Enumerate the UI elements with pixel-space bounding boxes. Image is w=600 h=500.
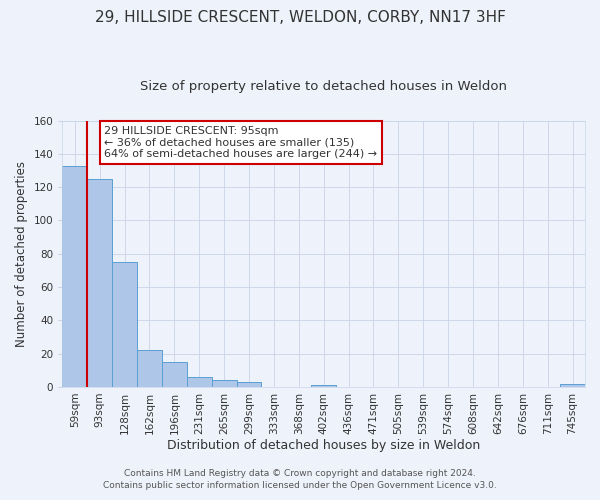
Title: Size of property relative to detached houses in Weldon: Size of property relative to detached ho… — [140, 80, 507, 93]
Bar — [112, 262, 137, 387]
Text: 29, HILLSIDE CRESCENT, WELDON, CORBY, NN17 3HF: 29, HILLSIDE CRESCENT, WELDON, CORBY, NN… — [95, 10, 505, 25]
Bar — [137, 350, 162, 387]
Bar — [311, 386, 336, 387]
Bar — [212, 380, 236, 387]
Bar — [236, 382, 262, 387]
Bar — [62, 166, 87, 387]
Text: 29 HILLSIDE CRESCENT: 95sqm
← 36% of detached houses are smaller (135)
64% of se: 29 HILLSIDE CRESCENT: 95sqm ← 36% of det… — [104, 126, 377, 159]
Bar — [162, 362, 187, 387]
Text: Contains HM Land Registry data © Crown copyright and database right 2024.
Contai: Contains HM Land Registry data © Crown c… — [103, 468, 497, 490]
Bar — [187, 377, 212, 387]
X-axis label: Distribution of detached houses by size in Weldon: Distribution of detached houses by size … — [167, 440, 480, 452]
Bar — [87, 179, 112, 387]
Y-axis label: Number of detached properties: Number of detached properties — [15, 161, 28, 347]
Bar — [560, 384, 585, 387]
